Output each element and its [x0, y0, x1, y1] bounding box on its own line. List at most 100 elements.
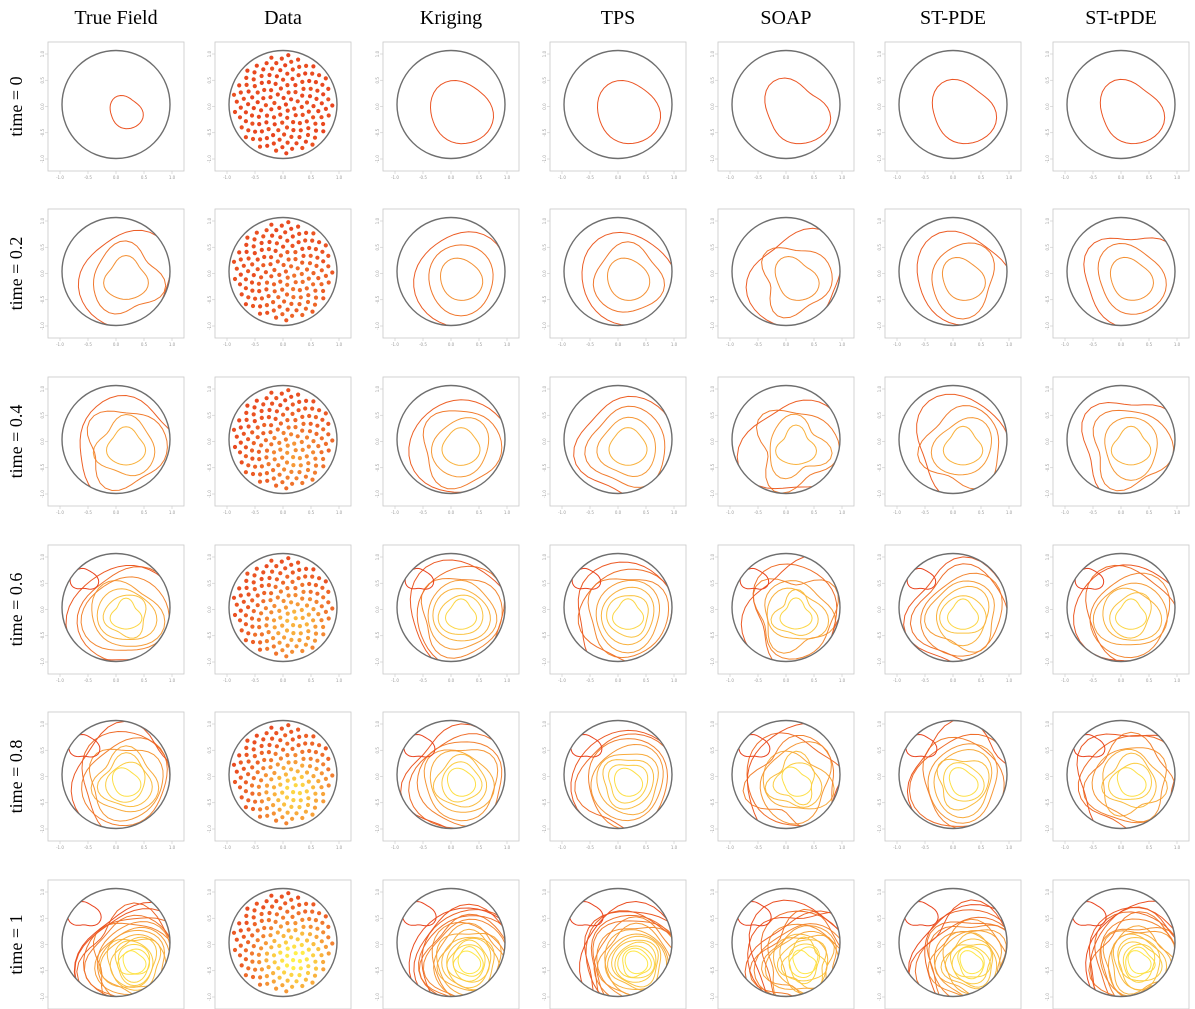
- panel-frame: [382, 376, 520, 507]
- data-point: [303, 574, 308, 579]
- data-point: [274, 986, 279, 991]
- data-point: [316, 779, 321, 784]
- data-point: [284, 318, 289, 323]
- data-point: [243, 805, 248, 810]
- data-point: [232, 947, 238, 953]
- data-point: [300, 596, 305, 601]
- data-point: [293, 418, 298, 423]
- panel-frame: [1052, 544, 1190, 675]
- data-point: [326, 767, 331, 772]
- panel-frame: [884, 208, 1022, 339]
- data-point: [284, 486, 289, 491]
- x-tick-label: 0.0: [113, 845, 120, 850]
- x-tick-label: 1.0: [671, 342, 678, 347]
- data-point: [290, 984, 295, 989]
- data-point: [246, 798, 251, 803]
- data-point: [289, 767, 294, 772]
- data-point: [238, 593, 243, 598]
- data-point: [289, 562, 294, 567]
- data-point: [308, 756, 313, 761]
- data-point: [255, 760, 260, 765]
- y-tick-label: -1.0: [710, 322, 715, 330]
- data-point: [251, 106, 256, 111]
- data-point: [255, 603, 260, 608]
- contour-line: [596, 753, 659, 816]
- data-point: [275, 762, 280, 767]
- data-point: [321, 129, 326, 134]
- domain-boundary: [396, 887, 506, 998]
- y-tick-label: -0.5: [710, 798, 715, 806]
- x-tick-label: 0.5: [308, 510, 315, 515]
- x-tick-label: -0.5: [419, 510, 427, 515]
- data-point: [273, 81, 278, 86]
- y-tick-label: -1.0: [40, 322, 45, 330]
- x-tick-label: 0.0: [950, 678, 957, 683]
- panel-content: [404, 559, 505, 662]
- x-tick-label: 0.5: [141, 342, 148, 347]
- panel-r4-c0: -1.0 -0.5 0.0 0.5 1.0-1.0-0.50.00.51.0: [40, 711, 185, 850]
- data-point: [306, 796, 311, 801]
- data-point: [278, 86, 283, 91]
- data-point: [264, 120, 269, 125]
- domain-boundary: [228, 216, 338, 327]
- data-point: [259, 946, 264, 951]
- data-point: [282, 467, 287, 472]
- y-tick-label: -0.5: [542, 295, 547, 303]
- y-tick-label: -1.0: [207, 490, 212, 498]
- data-point: [285, 921, 290, 926]
- data-point: [254, 566, 259, 571]
- row-title-time-4: time = 0.8: [6, 740, 26, 814]
- y-tick-label: 0.5: [40, 915, 45, 922]
- data-point: [285, 643, 290, 648]
- y-tick-label: 0.5: [1045, 77, 1050, 84]
- contour-line: [1089, 572, 1171, 659]
- domain-boundary: [898, 887, 1008, 998]
- data-point: [283, 901, 288, 906]
- data-point: [252, 922, 257, 927]
- data-point: [266, 583, 271, 588]
- data-point: [304, 230, 309, 235]
- data-point: [239, 460, 244, 465]
- data-point: [264, 448, 270, 453]
- panel-content: [231, 220, 335, 323]
- panel-r4-c1: -1.0 -0.5 0.0 0.5 1.0-1.0-0.50.00.51.0: [207, 711, 352, 850]
- data-point: [315, 926, 320, 931]
- data-point: [264, 280, 270, 285]
- y-tick-label: -1.0: [542, 322, 547, 330]
- data-point: [274, 818, 279, 823]
- domain-boundary: [563, 49, 673, 160]
- data-point: [304, 957, 309, 962]
- data-point: [303, 139, 308, 144]
- x-tick-label: 0.5: [643, 678, 650, 683]
- data-point: [315, 591, 320, 596]
- data-point: [285, 574, 290, 579]
- data-point: [252, 754, 257, 759]
- panel-r3-c1: -1.0 -0.5 0.0 0.5 1.0-1.0-0.50.00.51.0: [207, 544, 352, 683]
- panel-r5-c6: -1.0-0.50.00.51.0-1.0-0.50.00.51.0: [1045, 879, 1190, 1009]
- data-point: [317, 576, 322, 581]
- x-tick-label: 1.0: [504, 510, 511, 515]
- y-tick-label: -1.0: [1045, 825, 1050, 833]
- x-tick-label: 0.0: [280, 845, 287, 850]
- column-title-soap: SOAP: [760, 7, 811, 29]
- data-point: [243, 622, 248, 627]
- data-point: [289, 972, 294, 978]
- contour-line: [88, 748, 164, 822]
- data-point: [262, 254, 267, 260]
- data-point: [272, 792, 277, 797]
- data-point: [300, 648, 305, 654]
- data-point: [310, 477, 315, 482]
- y-tick-label: -0.5: [40, 631, 45, 639]
- data-point: [244, 745, 249, 751]
- data-point: [290, 313, 295, 318]
- y-tick-label: -1.0: [877, 825, 882, 833]
- data-point: [268, 933, 273, 938]
- contour-line: [738, 733, 771, 758]
- data-point: [286, 760, 291, 765]
- data-point: [286, 388, 291, 393]
- data-point: [259, 583, 264, 589]
- data-point: [279, 726, 284, 731]
- data-point: [271, 971, 276, 976]
- contour-line: [760, 925, 837, 997]
